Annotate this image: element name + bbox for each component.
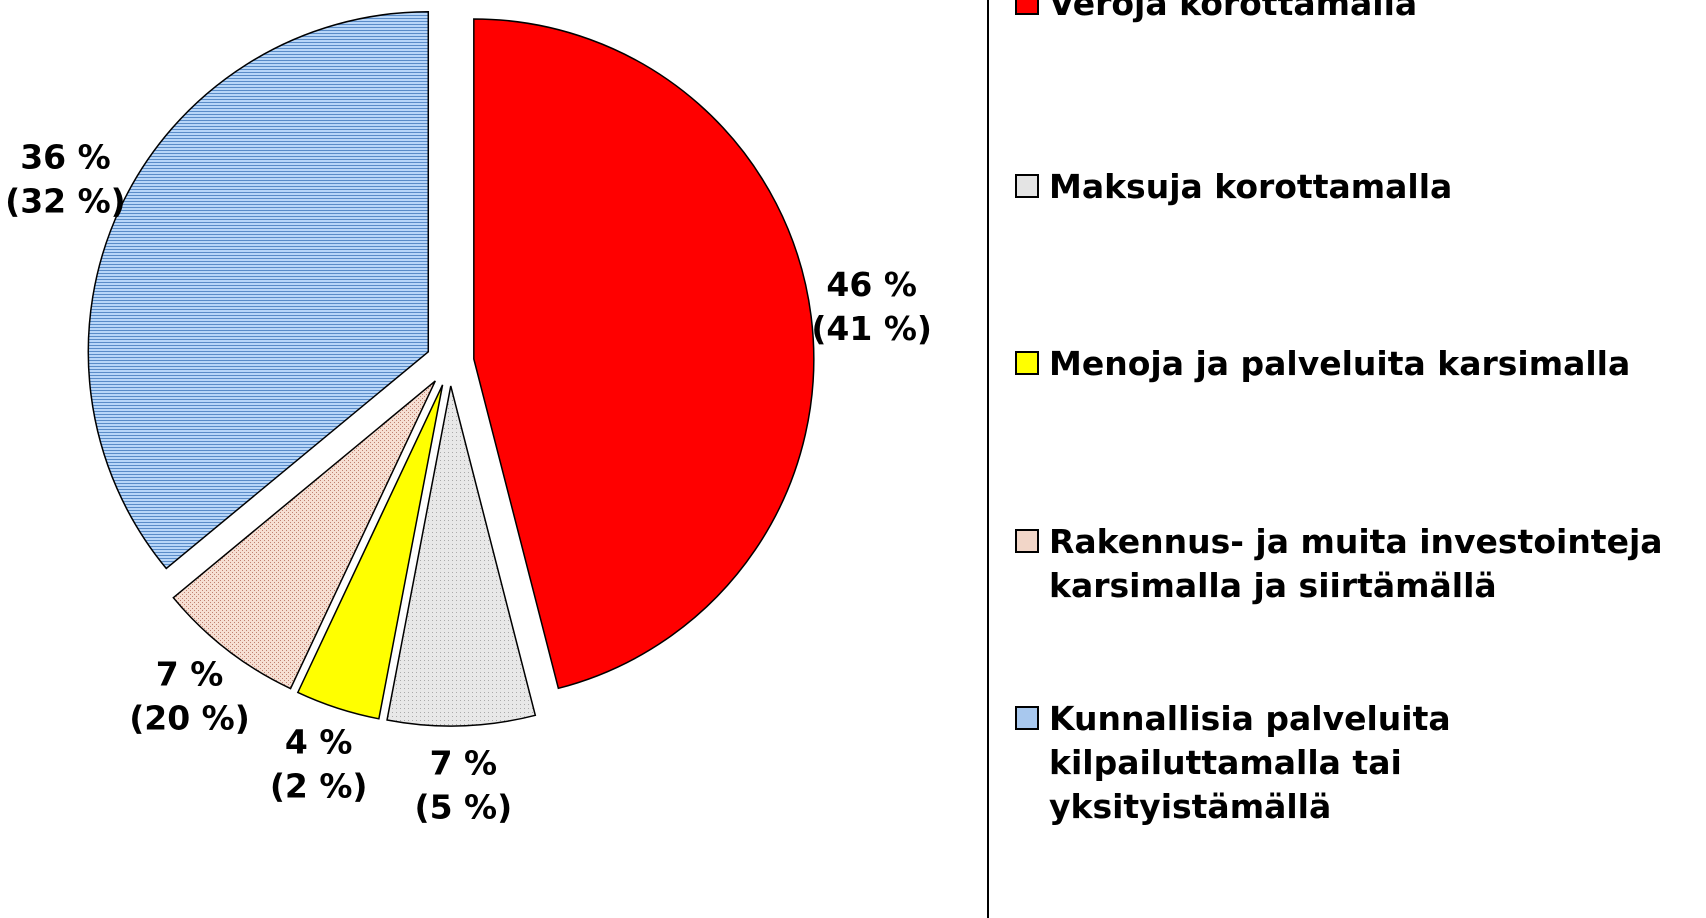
legend-swatch [1015,529,1039,553]
legend-item: Rakennus- ja muita investointeja karsima… [1015,520,1695,608]
pie-slice [473,18,815,690]
legend-label: Menoja ja palveluita karsimalla [1049,344,1631,383]
legend-label: Kunnallisia palveluita kilpailuttamalla … [1049,699,1451,826]
comparison-label: (41 %) [811,309,932,348]
legend-label: Rakennus- ja muita investointeja karsima… [1049,522,1663,605]
legend-swatch [1015,351,1039,375]
legend-swatch [1015,174,1039,198]
pie-slice [87,11,430,570]
legend-label: Veroja korottamalla [1049,0,1418,23]
comparison-label: (5 %) [415,787,513,826]
comparison-label: (32 %) [5,182,126,221]
pie-slice [296,384,444,720]
comparison-label: (20 %) [129,698,250,737]
legend-swatch [1015,706,1039,730]
legend-swatch [1015,0,1039,15]
legend-item: Menoja ja palveluita karsimalla [1015,342,1695,386]
value-label: 46 % [826,265,916,304]
value-label: 7 % [430,743,498,782]
comparison-label: (2 %) [270,767,368,806]
value-label: 7 % [156,654,224,693]
legend-label: Maksuja korottamalla [1049,167,1453,206]
pie-slice [172,380,436,690]
legend-item: Maksuja korottamalla [1015,165,1695,209]
pie-slice [386,385,537,727]
value-label: 4 % [285,723,353,762]
value-label: 36 % [20,138,110,177]
legend-item: Kunnallisia palveluita kilpailuttamalla … [1015,697,1695,829]
legend-item: Veroja korottamalla [1015,0,1695,26]
